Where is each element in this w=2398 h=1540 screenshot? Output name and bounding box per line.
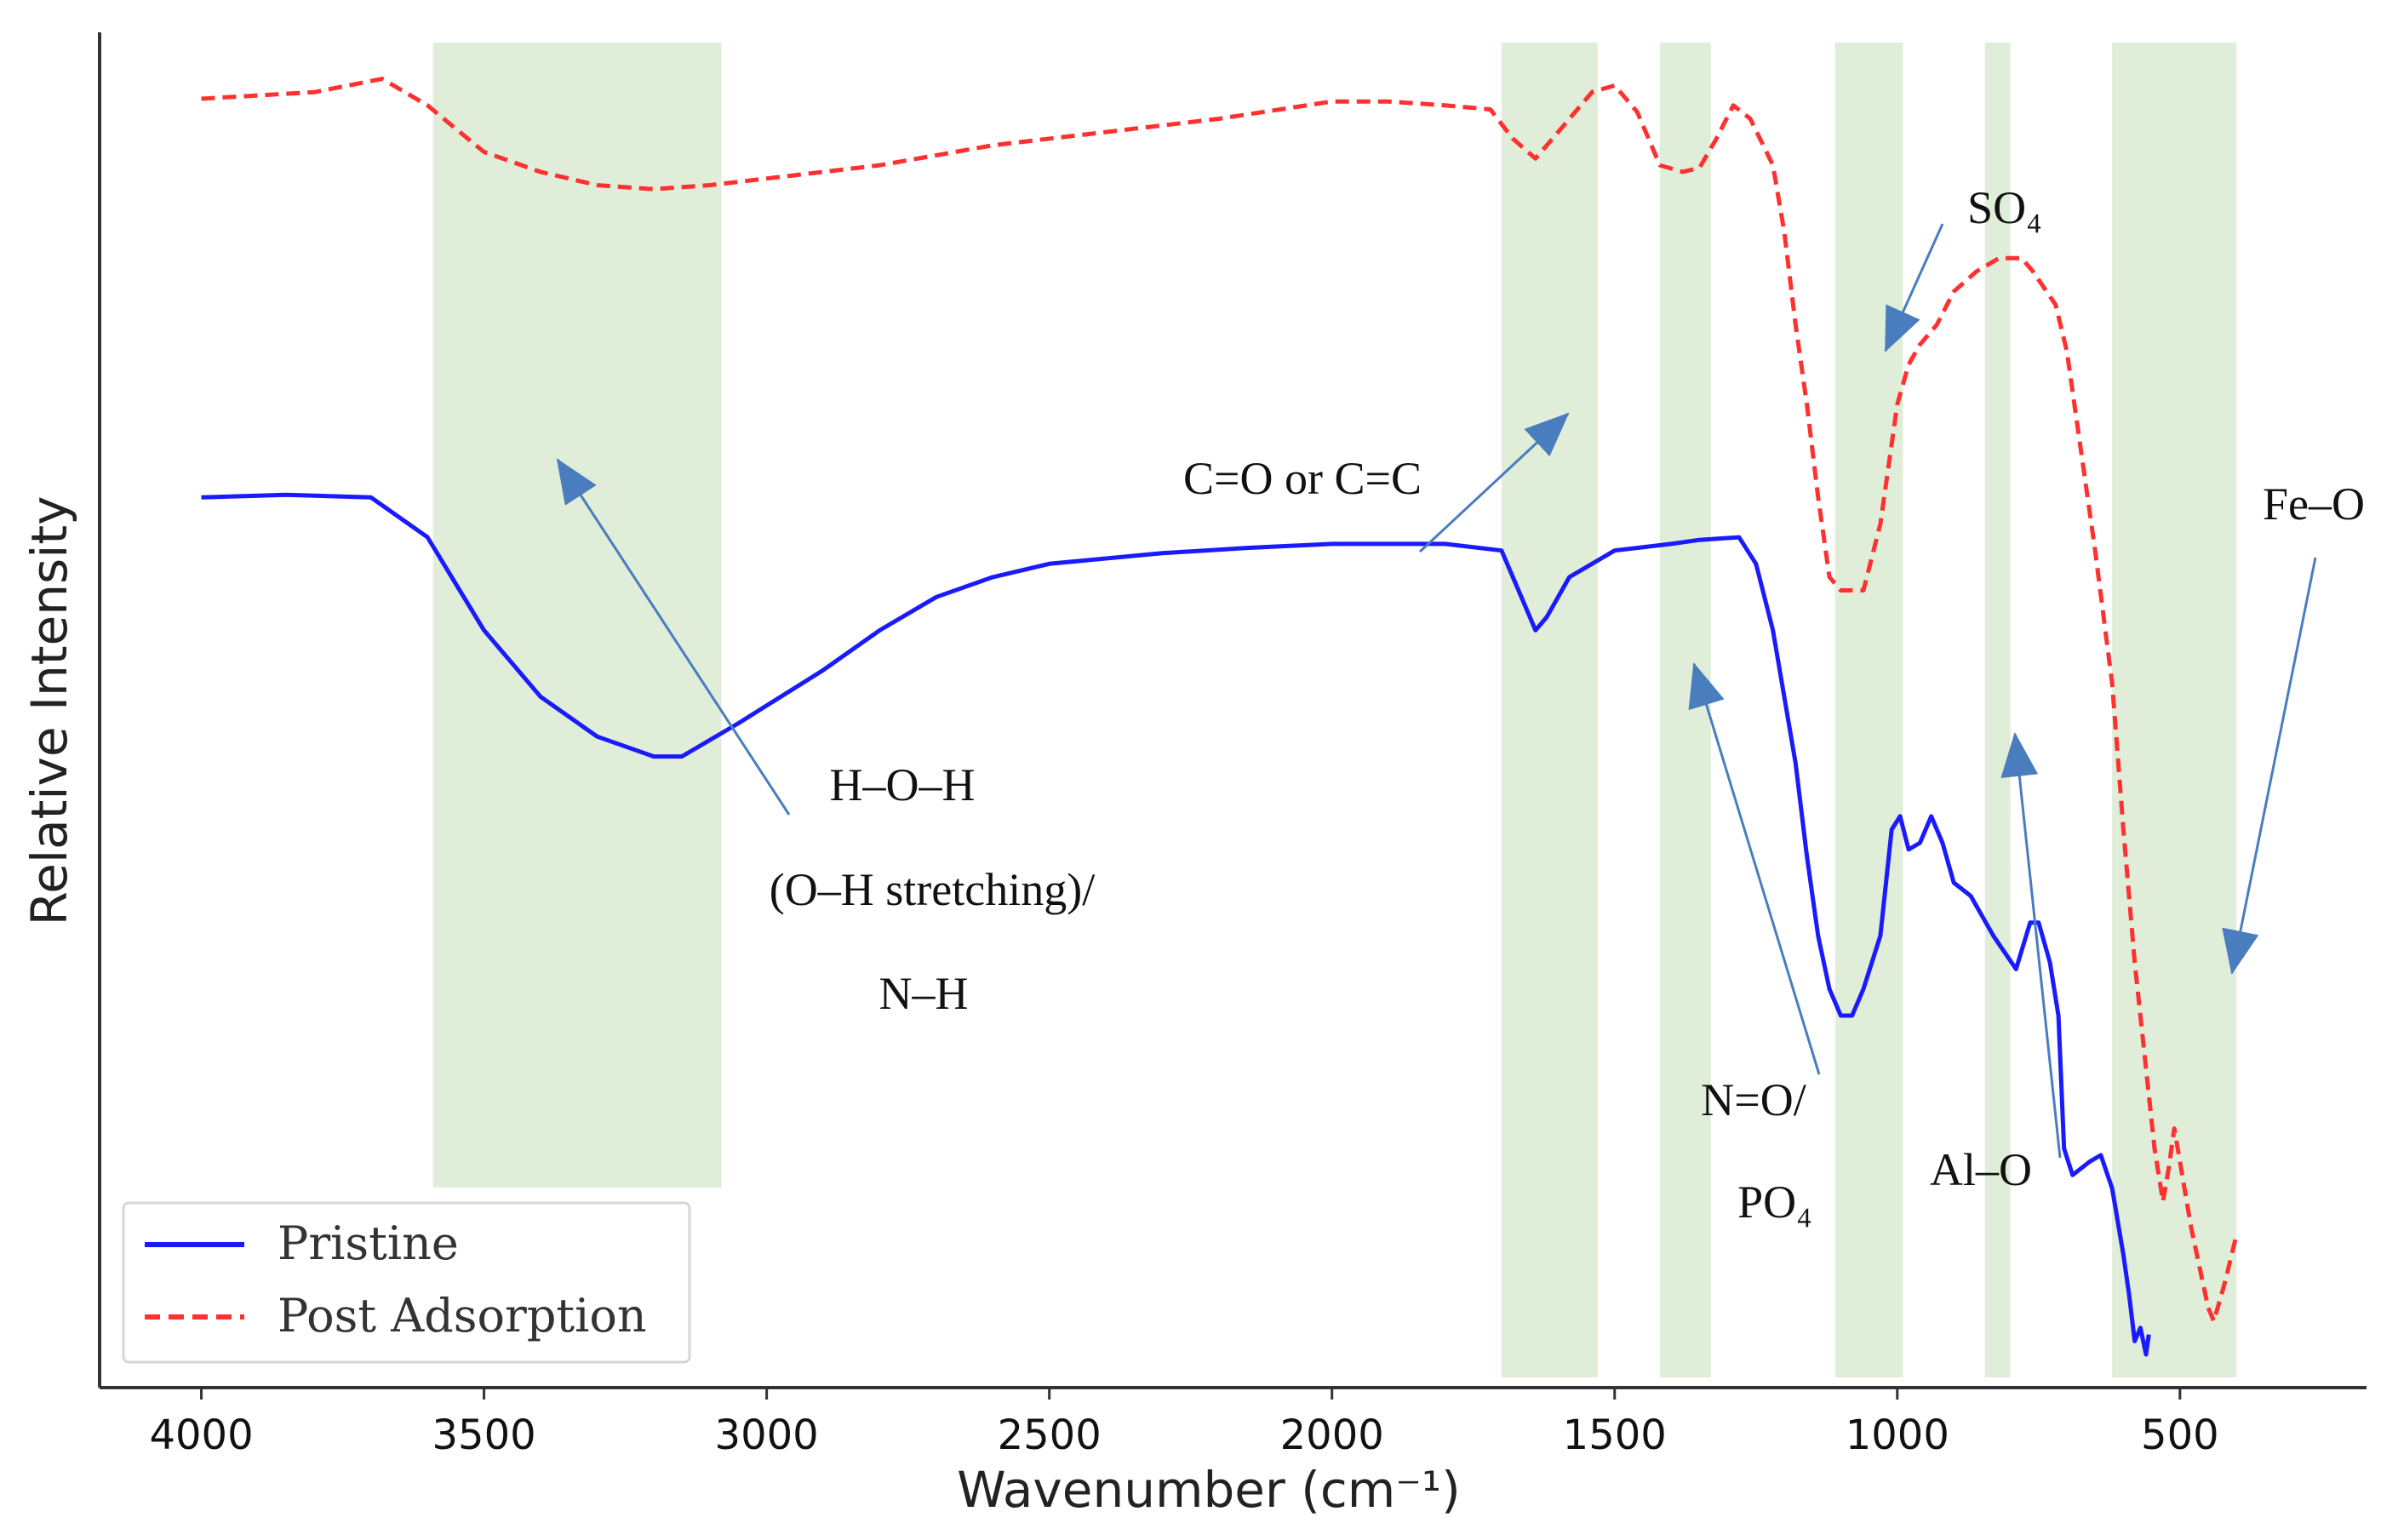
- series-line-pristine: [201, 492, 2151, 1357]
- hoh-label-line1: H–O–H: [830, 759, 976, 810]
- hoh-arrow: [556, 458, 791, 816]
- co-arrow: [1418, 412, 1570, 553]
- band-3: [1834, 43, 1903, 1377]
- legend-label-post: Post Adsorption: [278, 1289, 647, 1342]
- x-tick-label-1000: 1000: [1846, 1411, 1949, 1459]
- band-2: [1659, 43, 1711, 1377]
- legend-frame: [122, 1201, 691, 1364]
- x-tick-label-2500: 2500: [998, 1411, 1102, 1459]
- x-axis-label: Wavenumber (cm⁻¹): [957, 1461, 1461, 1519]
- series-line-post-adsorption: [201, 77, 2239, 1324]
- band-5: [2112, 43, 2237, 1377]
- x-tick-label-4000: 4000: [149, 1411, 253, 1459]
- no-arrow: [1688, 662, 1821, 1075]
- x-tick-label-2000: 2000: [1280, 1411, 1384, 1459]
- y-axis-label: Relative Intensity: [20, 496, 78, 926]
- x-tick-label-3500: 3500: [432, 1411, 536, 1459]
- annotation-labels: H–O–H (O–H stretching)/ N–H C=O or C=C N…: [770, 182, 2365, 1228]
- co-label: C=O or C=C: [1183, 453, 1422, 504]
- annotation-arrows: [556, 223, 2317, 1159]
- hoh-label-line3: N–H: [879, 968, 969, 1019]
- band-1: [1501, 43, 1598, 1377]
- x-tick-label-3000: 3000: [715, 1411, 819, 1459]
- x-axis-ticks: 4000 3500 3000 2500 2000 1500 1000 500: [149, 1388, 2219, 1459]
- alo-arrow: [2000, 732, 2062, 1159]
- x-tick-label-1500: 1500: [1563, 1411, 1667, 1459]
- feo-label: Fe–O: [2263, 478, 2365, 530]
- x-tick-label-500: 500: [2141, 1411, 2219, 1459]
- band-0: [432, 43, 722, 1188]
- no-label-line1: N=O/: [1701, 1074, 1806, 1125]
- so4-label: SO₄: [1967, 182, 2042, 233]
- so4-arrow: [1884, 223, 1944, 352]
- spectra: [201, 77, 2239, 1357]
- hoh-label-line2: (O–H stretching)/: [770, 864, 1095, 915]
- alo-label: Al–O: [1930, 1144, 2032, 1195]
- highlight-bands: [432, 43, 2237, 1377]
- no-label-line2: PO₄: [1737, 1176, 1812, 1228]
- legend-label-pristine: Pristine: [278, 1217, 459, 1270]
- feo-arrow: [2222, 557, 2317, 975]
- legend: Pristine Post Adsorption: [122, 1201, 691, 1364]
